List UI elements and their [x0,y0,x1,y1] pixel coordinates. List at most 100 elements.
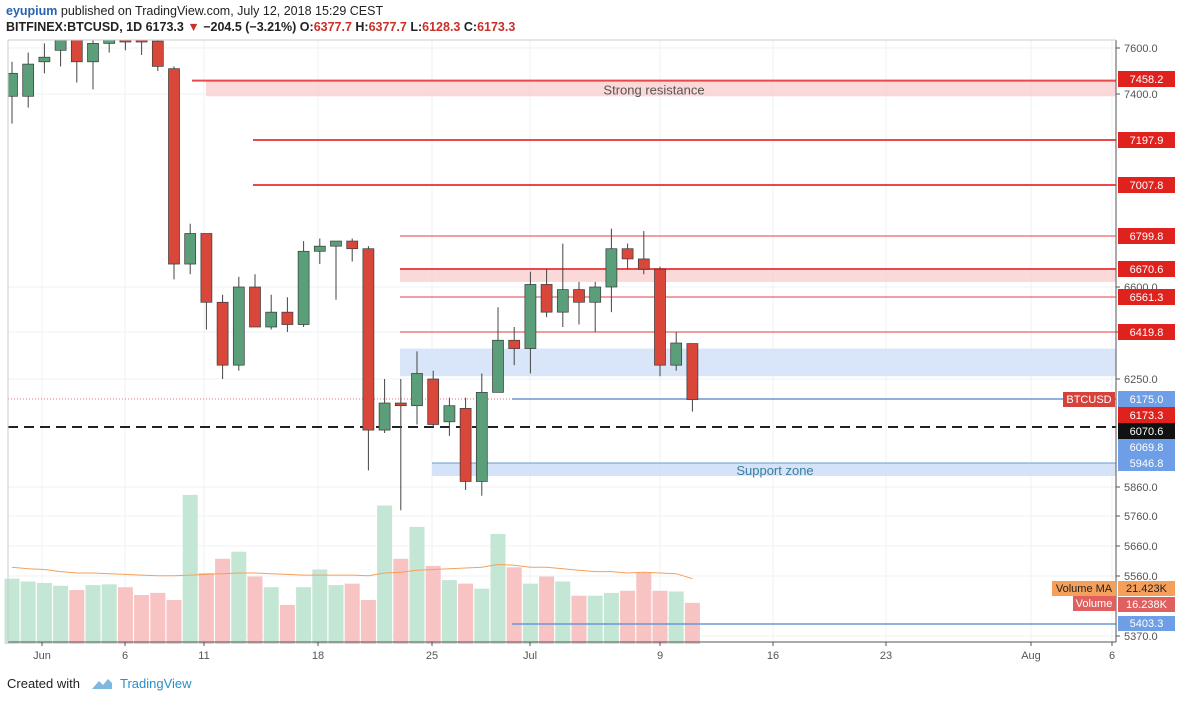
candle-down [654,268,666,366]
price-tick-label: 5660.0 [1124,541,1158,553]
volume-bar [555,581,571,644]
candle-up [589,286,602,303]
volume-bar [69,590,85,644]
candle-down [200,233,213,303]
candle-up [313,245,326,252]
candle-up [330,240,342,247]
price-tag-bg [1118,289,1175,305]
candle-down [508,339,521,349]
price-tag-label: 6173.3 [1130,410,1164,422]
publish-line: eyupium published on TradingView.com, Ju… [6,3,515,19]
time-tick-label: 6 [1109,650,1115,662]
strong-resistance-zone [206,80,1116,97]
down-arrow-icon: ▼ [187,20,200,34]
price-tag-bg [1118,423,1175,439]
price-tick-label: 7600.0 [1124,43,1158,55]
candle-down [216,301,229,366]
candle-down [281,311,294,325]
publish-info: published on TradingView.com, July 12, 2… [60,4,384,18]
strong-resistance-label: Strong resistance [603,83,704,98]
candle-down [362,248,375,431]
high-label: H: [355,20,369,34]
time-tick-label: 11 [198,650,209,662]
volume-bar [620,590,636,644]
time-tick-label: 9 [657,650,663,662]
candle-down [427,378,440,425]
volume-bar [85,585,101,644]
candle-up [54,40,67,51]
price-tag-label: 6670.6 [1130,264,1164,276]
chart-header: eyupium published on TradingView.com, Ju… [6,3,515,35]
candle-up [378,402,391,431]
volume-bar [636,573,652,644]
time-tick-label: 18 [312,650,324,662]
volume-value: 16.238K [1126,599,1168,611]
volume-bar [377,505,393,644]
resistance-band [400,269,1116,282]
candle-down [540,284,553,313]
ohlc-line: BITFINEX:BTCUSD, 1D 6173.3 ▼ −204.5 (−3.… [6,19,515,35]
time-tick-label: 25 [426,650,438,662]
candle-down [573,289,585,303]
candle-up [103,40,116,44]
price-tag-bg [1118,391,1175,407]
candle-up [87,43,99,63]
candle-up [492,339,504,393]
candle-up [297,250,310,325]
price-tag-bg [1118,407,1175,423]
volume-bar [506,567,522,644]
candle-up [38,56,51,63]
candle-down [70,40,83,63]
volume-bar [279,604,295,644]
symbol-label: BITFINEX:BTCUSD, 1D [6,20,143,34]
symbol-badge-label: BTCUSD [1066,394,1111,406]
price-tag-label: 6175.0 [1130,394,1164,406]
low-label: L: [410,20,423,34]
last-price: 6173.3 [145,20,184,34]
candle-up [475,391,488,482]
close-label: C: [463,20,478,34]
volume-bar [182,494,198,644]
tradingview-link[interactable]: TradingView [119,676,192,691]
candle-up [232,286,245,366]
price-tag-bg [1118,177,1175,193]
candle-up [265,311,278,328]
candle-up [22,63,35,97]
candle-down [621,248,634,260]
volume-bar [344,583,360,644]
high-value: 6377.7 [368,20,407,34]
candle-down [135,40,148,43]
price-tag-label: 5946.8 [1130,458,1164,470]
time-tick-label: 16 [767,650,779,662]
volume-bar [652,590,668,644]
time-tick-label: 23 [880,650,892,662]
volume-bar [166,599,182,644]
volume-bar [36,582,52,644]
volume-bar [296,587,312,644]
symbol-badge-bg [1063,392,1115,407]
volume-bar [458,583,474,644]
price-tag-label: 6419.8 [1130,327,1164,339]
price-tag-bg [1118,228,1175,244]
author-link[interactable]: eyupium [6,4,58,18]
price-tag-bg [1118,132,1175,148]
tradingview-logo-icon [91,678,112,689]
volume-bar [198,573,214,644]
volume-bar [603,592,619,644]
volume-tag-label: Volume [1076,598,1113,610]
price-tag-bg [1118,439,1175,455]
price-tag-bg [1118,324,1175,340]
price-tick-label: 7400.0 [1124,89,1158,101]
created-with-label: Created with [7,676,80,691]
volume-bar [360,599,376,644]
volume-bar [53,585,69,644]
price-tick-label: 5760.0 [1124,511,1158,523]
volume-bar [215,558,231,644]
price-change: −204.5 (−3.21%) [203,20,297,34]
volume-bar [409,526,425,644]
price-tag-label: 6070.6 [1130,426,1164,438]
candle-down [151,40,164,67]
price-tag-label: 7197.9 [1130,135,1164,147]
volume-bar [393,558,409,644]
